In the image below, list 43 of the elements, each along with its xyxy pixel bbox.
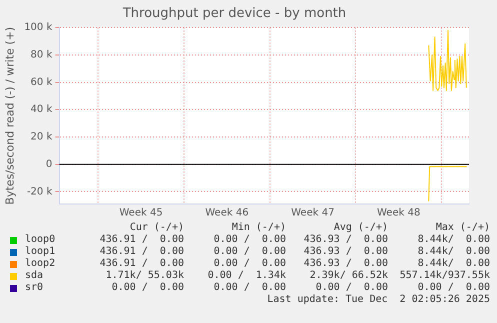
x-tick-label: Week 45 (119, 208, 163, 219)
text: 2.39k/ 66.52k (308, 270, 388, 282)
text: 436.93 / 0.00 (302, 258, 388, 270)
text: 436.91 / 0.00 (98, 258, 184, 270)
text: 8.44k/ 0.00 (416, 246, 490, 258)
legend-label: loop0 (25, 234, 56, 246)
text: 0.00 / 0.00 (212, 282, 286, 294)
y-tick-label: 20 k (30, 132, 52, 143)
legend-label: sda (25, 270, 44, 282)
text: Max (-/+) (434, 222, 490, 234)
text: 0.00 / 0.00 (212, 246, 286, 258)
text: 8.44k/ 0.00 (416, 234, 490, 246)
text: 0.00 / 0.00 (416, 282, 490, 294)
text: 557.14k/937.55k (398, 270, 490, 282)
text: 436.93 / 0.00 (302, 234, 388, 246)
text: 436.93 / 0.00 (302, 246, 388, 258)
text: 436.91 / 0.00 (98, 234, 184, 246)
x-tick-label: Week 46 (205, 208, 249, 219)
y-tick-label: 80 k (30, 50, 52, 61)
y-tick-label: 0 (46, 158, 52, 170)
legend-label: sr0 (25, 282, 44, 294)
x-tick-label: Week 47 (291, 208, 334, 219)
text: 8.44k/ 0.00 (416, 258, 490, 270)
text: 0.00 / 0.00 (212, 258, 286, 270)
y-tick-label: 100 k (24, 22, 52, 34)
text: 0.00 / 0.00 (110, 282, 184, 294)
y-tick-label: 60 k (30, 76, 52, 88)
chart-title: Throughput per device - by month (122, 6, 346, 22)
text: Cur (-/+) (128, 222, 184, 234)
x-tick-label: Week 48 (377, 208, 420, 219)
y-tick-label: -20 k (26, 186, 52, 198)
legend-label: loop1 (25, 246, 56, 258)
text: 1.71k/ 55.03k (104, 270, 184, 282)
text: 0.00 / 0.00 (212, 234, 286, 246)
text: Last update: Tue Dec 2 02:05:26 2025 (266, 294, 490, 306)
text: 0.00 / 1.34k (206, 270, 286, 282)
text: Avg (-/+) (332, 222, 388, 234)
text: 436.91 / 0.00 (98, 246, 184, 258)
text: Min (-/+) (230, 222, 286, 234)
legend-label: loop2 (25, 258, 56, 270)
y-axis-title: Bytes/second read (-) / write (+) (3, 26, 16, 205)
y-tick-label: 40 k (30, 104, 52, 116)
text: 0.00 / 0.00 (314, 282, 388, 294)
